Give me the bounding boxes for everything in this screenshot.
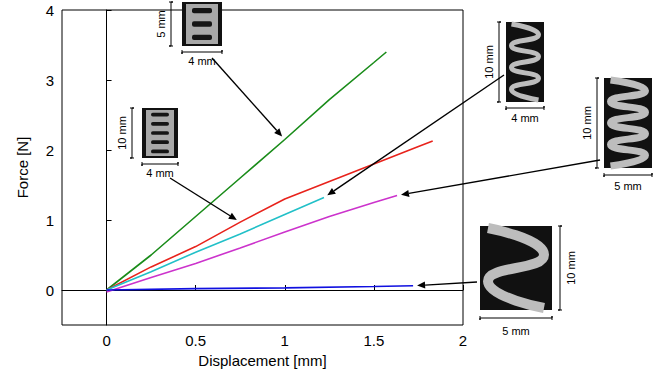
svg-text:1.5: 1.5 xyxy=(363,332,384,349)
svg-text:5 mm: 5 mm xyxy=(502,325,530,337)
svg-text:1: 1 xyxy=(46,212,54,229)
svg-text:2: 2 xyxy=(46,142,54,159)
svg-text:3: 3 xyxy=(46,72,54,89)
svg-text:2: 2 xyxy=(459,332,467,349)
svg-text:10 mm: 10 mm xyxy=(581,106,593,140)
svg-text:10 mm: 10 mm xyxy=(116,116,128,150)
svg-text:4: 4 xyxy=(46,2,54,19)
svg-text:4 mm: 4 mm xyxy=(146,167,174,179)
svg-text:Force [N]: Force [N] xyxy=(14,137,31,199)
svg-text:0.5: 0.5 xyxy=(185,332,206,349)
svg-text:10 mm: 10 mm xyxy=(565,251,577,285)
svg-text:4 mm: 4 mm xyxy=(188,55,216,67)
svg-text:4 mm: 4 mm xyxy=(511,112,539,124)
svg-text:10 mm: 10 mm xyxy=(483,45,495,79)
svg-text:0: 0 xyxy=(102,332,110,349)
svg-text:5 mm: 5 mm xyxy=(155,10,167,38)
svg-text:1: 1 xyxy=(281,332,289,349)
svg-text:5 mm: 5 mm xyxy=(614,180,642,192)
svg-text:0: 0 xyxy=(46,282,54,299)
svg-text:Displacement [mm]: Displacement [mm] xyxy=(198,352,326,369)
